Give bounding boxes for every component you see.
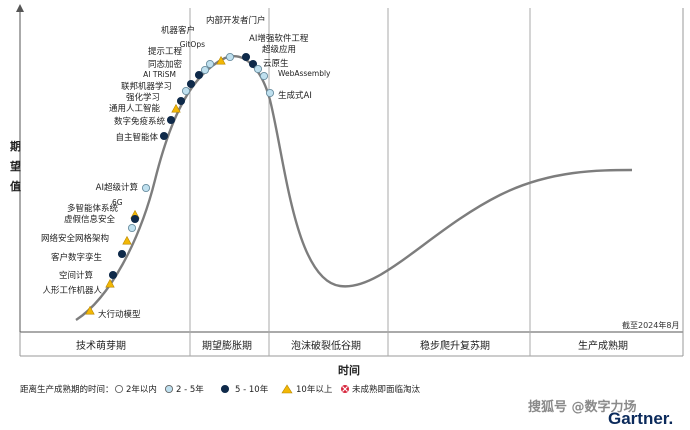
point-15-marker: [194, 70, 204, 80]
point-18-marker: [216, 55, 226, 65]
point-19-label: 内部开发者门户: [206, 15, 266, 26]
y-axis-label-1: 期: [10, 139, 21, 153]
point-12-label: 强化学习: [126, 92, 160, 103]
point-1-marker: [105, 278, 115, 288]
point-9-label: 自主智能体: [115, 132, 158, 143]
point-2-label: 空间计算: [59, 270, 94, 281]
as-of-date: 截至2024年8月: [622, 320, 679, 330]
watermark: 搜狐号 @数字力场: [528, 399, 637, 415]
point-21-label: 超级应用: [262, 44, 296, 55]
phase-label: 技术萌芽期: [76, 339, 126, 352]
phase-label: 期望膨胀期: [202, 339, 252, 352]
point-10-label: 数字免疫系统: [114, 116, 166, 127]
legend-label: 2 - 5年: [176, 384, 204, 395]
point-15-label: 同态加密: [148, 59, 183, 70]
point-3-label: 客户数字孪生: [51, 252, 103, 263]
point-5-marker: [127, 223, 137, 233]
point-20-label: AI增强软件工程: [249, 33, 309, 44]
y-axis-label-3: 值: [10, 179, 21, 193]
point-7-label: 多智能体系统: [67, 203, 119, 214]
point-13-label: 联邦机器学习: [121, 81, 172, 92]
legend-marker-obsolete: [341, 385, 349, 393]
legend-marker-gt10: [281, 384, 293, 394]
legend-marker-lt2: [114, 384, 124, 394]
point-1-label: 人形工作机器人: [42, 285, 102, 296]
point-9-marker: [159, 131, 169, 141]
point-0-marker: [85, 305, 95, 315]
point-2-marker: [108, 270, 118, 280]
point-11-label: 通用人工智能: [109, 103, 161, 114]
point-17-marker: [205, 59, 215, 69]
point-16-label: 提示工程: [148, 46, 183, 57]
point-20-marker: [241, 52, 251, 62]
phase-label: 稳步爬升复苏期: [420, 339, 490, 352]
point-23-label: WebAssembly: [278, 69, 331, 78]
legend-label: 未成熟即面临淘汰: [352, 384, 421, 395]
brand-logo: Gartner.: [608, 409, 673, 428]
point-6-label: 6G: [112, 198, 123, 207]
point-7-marker: [130, 214, 140, 224]
point-5-label: 虚假信息安全: [64, 214, 116, 225]
point-13-marker: [181, 86, 191, 96]
point-18-label: 机器客户: [161, 25, 195, 36]
point-4-marker: [122, 235, 132, 245]
legend-marker-5to10: [220, 384, 230, 394]
hype-curve: [75, 55, 633, 322]
point-11-marker: [171, 103, 181, 113]
point-22-marker: [253, 64, 263, 74]
point-12-marker: [176, 96, 186, 106]
point-4-label: 网络安全网格架构: [41, 233, 109, 244]
point-10-marker: [166, 115, 176, 125]
point-21-marker: [248, 59, 258, 69]
legend-label: 5 - 10年: [235, 384, 269, 395]
point-24-marker: [265, 88, 275, 98]
legend-label: 10年以上: [296, 384, 333, 395]
point-19-marker: [225, 52, 235, 62]
point-8-marker: [141, 183, 151, 193]
point-24-label: 生成式AI: [278, 90, 312, 101]
legend-label: 2年以内: [126, 384, 157, 395]
legend-marker-2to5: [164, 384, 174, 394]
point-22-label: 云原生: [263, 58, 289, 69]
legend-title: 距离生产成熟期的时间：: [20, 384, 114, 395]
point-8-label: AI超级计算: [96, 182, 139, 193]
legend: 距离生产成熟期的时间： 2年以内 2 - 5年 5 - 10年 10年以上 未成…: [20, 384, 421, 395]
point-3-marker: [117, 249, 127, 259]
point-0-label: 大行动模型: [98, 309, 141, 320]
point-14-marker: [186, 79, 196, 89]
point-23-marker: [259, 71, 269, 81]
phase-label: 生产成熟期: [578, 339, 628, 352]
x-axis-label: 时间: [338, 363, 360, 377]
phase-label: 泡沫破裂低谷期: [291, 339, 361, 352]
point-17-label: GitOps: [180, 40, 206, 49]
y-axis-label-2: 望: [10, 159, 21, 173]
point-16-marker: [200, 65, 210, 75]
y-axis-arrow: [16, 4, 24, 12]
point-14-label: AI TRiSM: [143, 70, 176, 79]
